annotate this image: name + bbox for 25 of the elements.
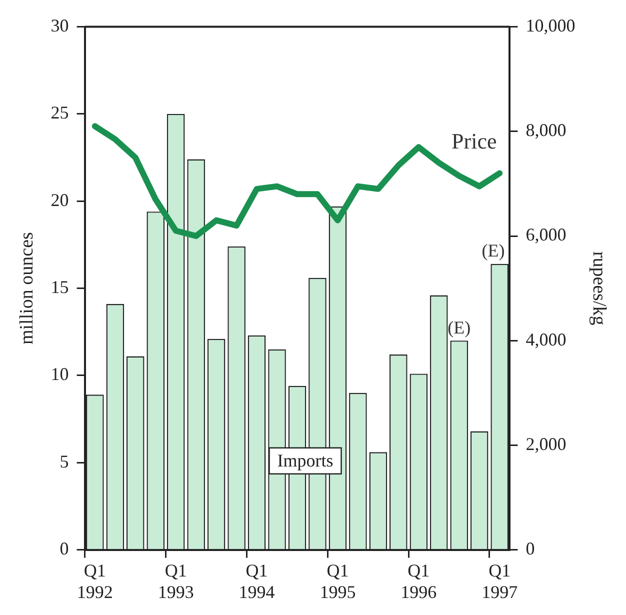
x-tick-label: Q1 1992 <box>76 560 113 602</box>
data-label: (E) <box>482 240 505 261</box>
x-tick-label: Q1 1997 <box>482 560 518 602</box>
y2-tick-label: 0 <box>526 538 535 559</box>
y-tick-label: 20 <box>50 190 69 210</box>
series-label: Imports <box>277 450 334 471</box>
y-tick-label: 10 <box>50 364 69 384</box>
x-tick-label: Q1 1996 <box>400 560 437 602</box>
y-tick-label: 25 <box>50 102 69 123</box>
series-label: Price <box>452 128 497 154</box>
y-tick-label: 5 <box>60 451 69 472</box>
y2-tick-label: 2,000 <box>526 434 566 454</box>
x-tick-label: Q1 1994 <box>238 560 275 602</box>
y2-axis-title: rupees/kg <box>588 251 610 326</box>
y-axis-title: million ounces <box>16 232 38 345</box>
data-label: (E) <box>448 317 471 338</box>
y-tick-label: 0 <box>60 538 69 559</box>
y-tick-label: 30 <box>50 16 69 36</box>
y-tick-label: 15 <box>50 277 69 298</box>
y2-tick-label: 6,000 <box>526 224 566 245</box>
y2-tick-label: 4,000 <box>526 329 566 350</box>
y2-tick-label: 8,000 <box>526 120 566 140</box>
x-tick-label: Q1 1995 <box>320 560 356 602</box>
x-tick-label: Q1 1993 <box>158 560 194 602</box>
y2-tick-label: 10,000 <box>526 16 576 36</box>
